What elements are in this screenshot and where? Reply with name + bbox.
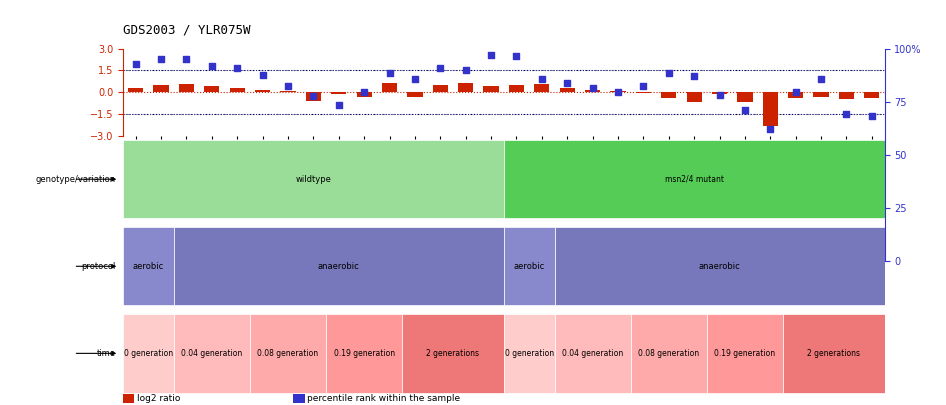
Point [432,92,447,98]
Point [560,130,575,137]
Point [865,209,880,215]
Point [357,151,372,158]
FancyBboxPatch shape [554,227,885,305]
Bar [636,155,651,157]
Bar [839,155,854,173]
Bar [255,149,271,155]
Bar [128,144,143,155]
FancyBboxPatch shape [554,314,631,392]
Text: 0.19 generation: 0.19 generation [714,349,776,358]
FancyBboxPatch shape [631,314,707,392]
Text: 0.04 generation: 0.04 generation [562,349,623,358]
Bar [179,135,194,155]
Text: log2 ratio: log2 ratio [137,394,181,403]
Text: percentile rank within the sample: percentile rank within the sample [307,394,461,403]
Bar [382,132,397,155]
Text: aerobic: aerobic [514,262,545,271]
Bar [509,137,524,155]
Point [839,205,854,211]
Bar [458,134,473,155]
FancyBboxPatch shape [504,227,554,305]
Point [255,109,271,115]
Point [585,141,600,147]
Text: 2 generations: 2 generations [427,349,480,358]
Point [331,183,346,190]
Text: 0 generation: 0 generation [124,349,173,358]
FancyBboxPatch shape [504,314,554,392]
Bar [280,151,295,155]
Point [788,151,803,158]
Point [762,241,778,247]
Point [306,162,321,168]
FancyBboxPatch shape [123,314,174,392]
Text: 2 generations: 2 generations [807,349,860,358]
Point [458,98,473,105]
Point [204,88,219,94]
Point [280,136,295,143]
FancyBboxPatch shape [174,227,504,305]
Point [230,92,245,98]
FancyBboxPatch shape [402,314,504,392]
Bar [762,155,778,236]
Text: 0.04 generation: 0.04 generation [182,349,242,358]
Bar [712,155,727,158]
Bar [814,155,829,167]
Bar [483,141,499,155]
Point [814,120,829,126]
Bar [788,155,803,169]
Text: wildtype: wildtype [295,175,331,184]
Bar [610,151,625,155]
Bar [306,155,321,176]
Point [382,105,397,111]
FancyBboxPatch shape [707,314,783,392]
Bar [534,135,550,155]
FancyBboxPatch shape [783,314,885,392]
Point [636,136,651,143]
Point [737,194,752,200]
FancyBboxPatch shape [123,140,504,218]
Bar [865,155,880,169]
Bar [153,137,168,155]
FancyBboxPatch shape [174,314,250,392]
Bar [357,155,372,167]
Text: GDS2003 / YLR075W: GDS2003 / YLR075W [123,23,251,36]
Bar [585,149,600,155]
Text: 0.08 generation: 0.08 generation [257,349,319,358]
Point [483,60,499,67]
Text: 0 generation: 0 generation [504,349,553,358]
Point [153,71,168,77]
Text: anaerobic: anaerobic [699,262,741,271]
FancyBboxPatch shape [250,314,326,392]
Point [408,120,423,126]
Text: anaerobic: anaerobic [318,262,359,271]
Text: genotype/variation: genotype/variation [35,175,115,184]
Bar [687,155,702,179]
Text: 0.08 generation: 0.08 generation [639,349,699,358]
FancyBboxPatch shape [504,140,885,218]
Point [610,151,625,158]
Bar [408,155,423,167]
Point [128,83,143,90]
Text: time: time [96,349,115,358]
Point [509,64,524,71]
Point [712,158,727,164]
Text: msn2/4 mutant: msn2/4 mutant [665,175,724,184]
Text: 0.19 generation: 0.19 generation [334,349,394,358]
Bar [737,155,752,179]
Point [179,71,194,77]
Point [687,113,702,120]
Bar [331,155,346,160]
Point [534,120,550,126]
Bar [204,139,219,155]
Bar [230,144,245,155]
FancyBboxPatch shape [326,314,402,392]
FancyBboxPatch shape [123,227,174,305]
Bar [432,137,447,155]
Point [661,105,676,111]
Bar [560,144,575,155]
Text: aerobic: aerobic [132,262,164,271]
Bar [661,155,676,169]
Text: protocol: protocol [81,262,115,271]
